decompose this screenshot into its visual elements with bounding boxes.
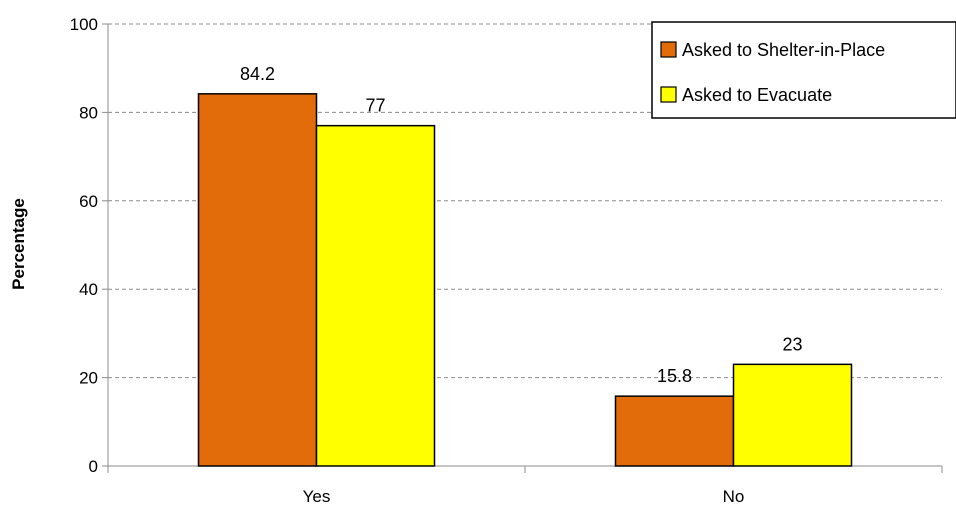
bar (315, 124, 436, 467)
data-label: 77 (365, 96, 385, 116)
bar (197, 93, 318, 467)
bar (614, 395, 735, 467)
legend-box (651, 21, 956, 119)
y-tick-label: 40 (79, 280, 98, 299)
bar (732, 363, 853, 467)
y-tick-label: 0 (89, 457, 98, 476)
legend-swatch (660, 41, 677, 58)
y-tick-label: 80 (79, 103, 98, 122)
x-tick-label: No (723, 487, 745, 506)
y-axis-label: Percentage (9, 198, 28, 290)
data-labels: 84.2 77 15.8 23 (240, 64, 803, 386)
axes: 0 20 40 60 80 100 Yes No (70, 15, 943, 506)
data-label: 23 (782, 334, 802, 354)
legend: Asked to Shelter-in-Place Asked to Evacua… (651, 21, 956, 119)
legend-swatch (660, 86, 677, 103)
bars (197, 93, 853, 467)
data-label: 15.8 (657, 366, 692, 386)
y-tick-label: 60 (79, 192, 98, 211)
y-tick-label: 20 (79, 369, 98, 388)
x-tick-label: Yes (303, 487, 331, 506)
data-label: 84.2 (240, 64, 275, 84)
y-tick-label: 100 (70, 15, 98, 34)
legend-label: Asked to Shelter-in-Place (682, 40, 885, 60)
legend-label: Asked to Evacuate (682, 85, 832, 105)
